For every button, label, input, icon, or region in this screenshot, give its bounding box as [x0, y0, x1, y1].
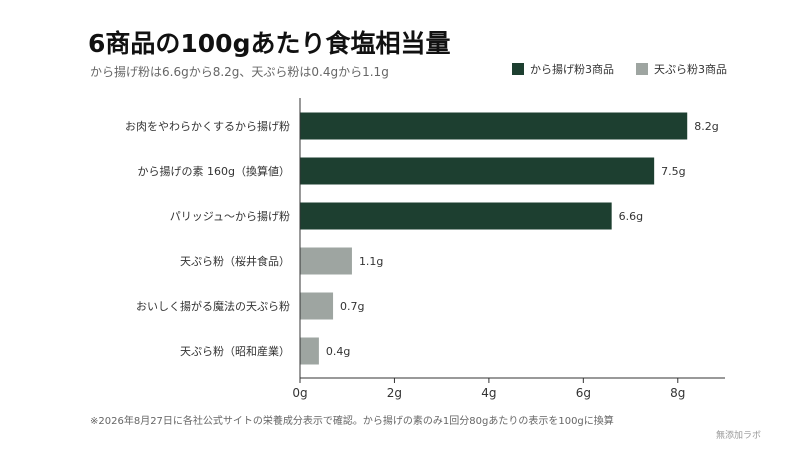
- bar-1: [300, 157, 655, 185]
- chart-title: 6商品の100gあたり食塩相当量: [88, 29, 451, 58]
- x-tick-label-4: 8g: [670, 386, 685, 400]
- chart-legend: から揚げ粉3商品 天ぷら粉3商品: [512, 61, 749, 77]
- category-label-3: 天ぷら粉（桜井食品）: [180, 254, 290, 268]
- x-tick-label-0: 0g: [292, 386, 307, 400]
- category-label-4: おいしく揚がる魔法の天ぷら粉: [136, 299, 290, 313]
- chart-subtitle: から揚げ粉は6.6gから8.2g、天ぷら粉は0.4gから1.1g: [90, 65, 389, 79]
- bar-0: [300, 112, 688, 140]
- bar-4: [300, 292, 334, 320]
- legend-swatch-karaage: [512, 63, 524, 75]
- value-label-3: 1.1g: [359, 255, 383, 268]
- value-label-0: 8.2g: [694, 120, 718, 133]
- value-label-5: 0.4g: [326, 345, 350, 358]
- bar-5: [300, 337, 319, 365]
- legend-label-karaage: から揚げ粉3商品: [530, 63, 614, 76]
- legend-label-tempura: 天ぷら粉3商品: [654, 63, 727, 76]
- footnote: ※2026年8月27日に各社公式サイトの栄養成分表示で確認。から揚げの素のみ1回…: [90, 416, 614, 427]
- bar-2: [300, 202, 612, 230]
- legend-swatch-tempura: [636, 63, 648, 75]
- legend-item-karaage: から揚げ粉3商品: [512, 61, 614, 77]
- legend-item-tempura: 天ぷら粉3商品: [636, 61, 727, 77]
- category-label-2: パリッジュ〜から揚げ粉: [170, 210, 290, 223]
- value-label-1: 7.5g: [661, 165, 685, 178]
- bar-3: [300, 247, 352, 275]
- x-tick-label-2: 4g: [481, 386, 496, 400]
- category-label-0: お肉をやわらかくするから揚げ粉: [125, 120, 290, 133]
- category-label-1: から揚げの素 160g（換算値）: [138, 164, 290, 178]
- x-tick-label-1: 2g: [387, 386, 402, 400]
- value-label-2: 6.6g: [619, 210, 643, 223]
- credit-label: 無添加ラボ: [716, 431, 762, 441]
- category-label-5: 天ぷら粉（昭和産業）: [180, 345, 290, 358]
- x-tick-label-3: 6g: [576, 386, 591, 400]
- value-label-4: 0.7g: [340, 300, 364, 313]
